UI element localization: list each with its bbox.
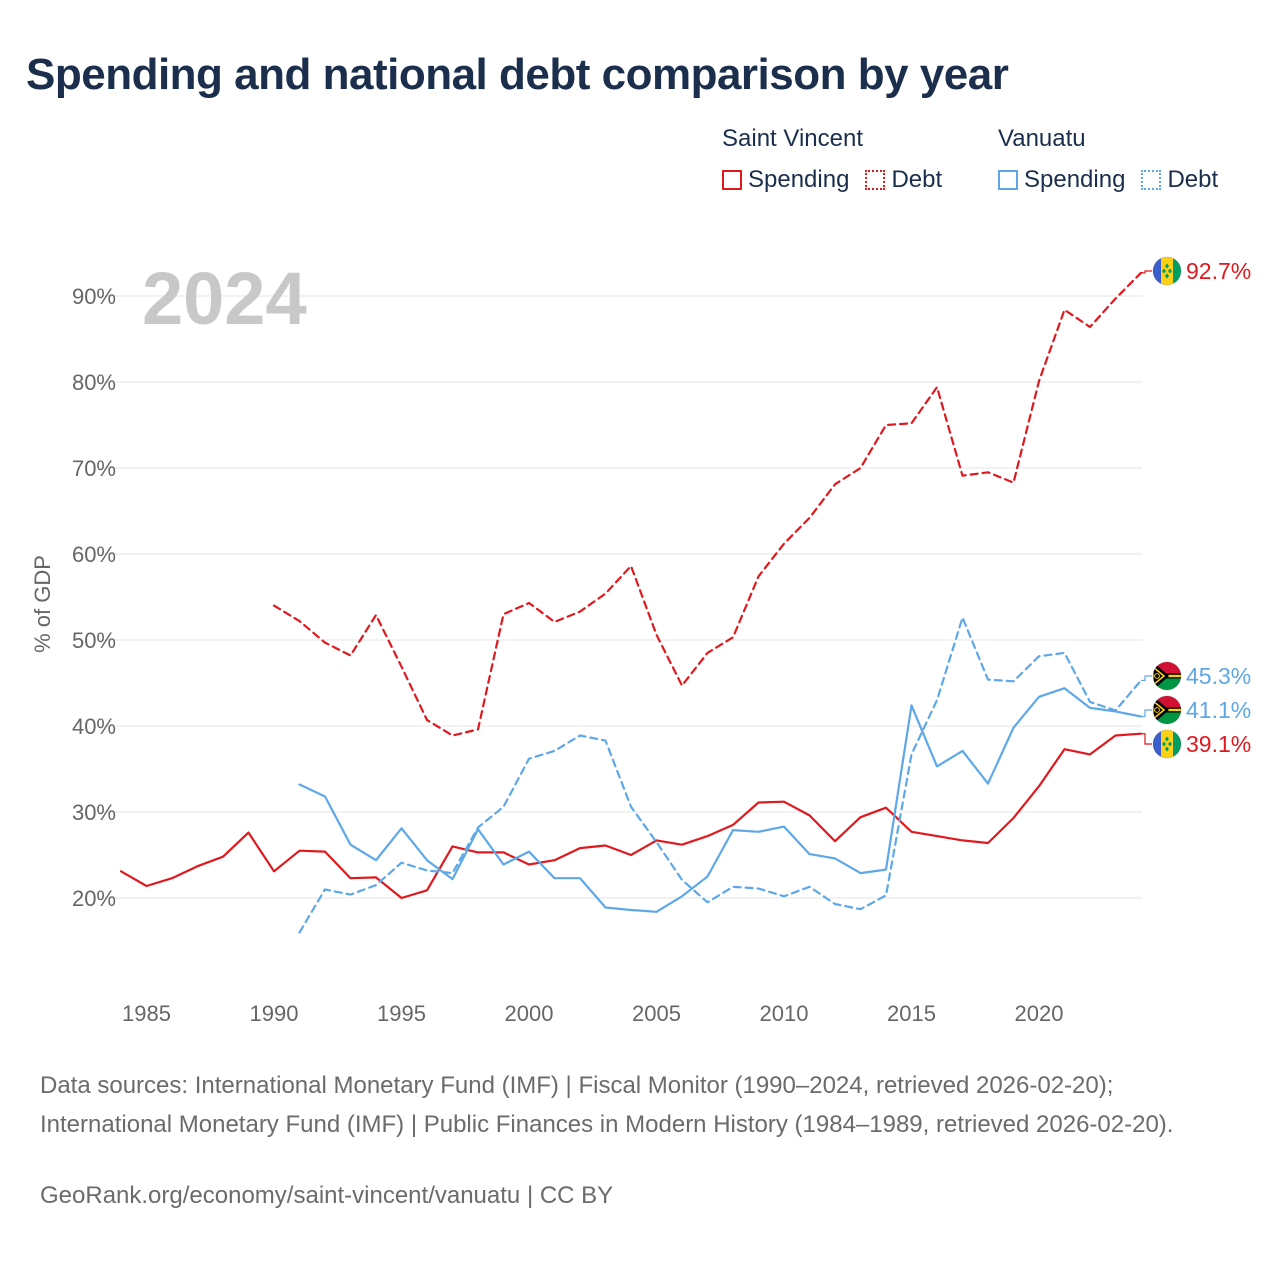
legend-group-vanuatu: Vanuatu Spending Debt: [998, 124, 1218, 194]
y-tick-label: 60%: [72, 542, 116, 567]
end-value-label: 45.3%: [1186, 663, 1251, 689]
legend-group-name: Saint Vincent: [722, 125, 863, 152]
saint-vincent-flag-icon: [1152, 256, 1182, 286]
end-value-label: 39.1%: [1186, 731, 1251, 757]
x-tick-label: 2005: [632, 1001, 681, 1026]
year-watermark: 2024: [142, 257, 307, 340]
y-tick-label: 30%: [72, 800, 116, 825]
x-tick-label: 1995: [377, 1001, 426, 1026]
legend-item-vanuatu-spending[interactable]: Spending: [998, 166, 1125, 194]
x-tick-label: 2000: [505, 1001, 554, 1026]
legend-item-saint-vincent-debt[interactable]: Debt: [865, 166, 942, 194]
x-tick-label: 2015: [887, 1001, 936, 1026]
end-label-connector: [1141, 270, 1152, 274]
credit-link[interactable]: GeoRank.org/economy/saint-vincent/vanuat…: [40, 1182, 614, 1209]
legend-group-name: Vanuatu: [998, 125, 1086, 152]
end-label-connector: [1141, 733, 1152, 745]
end-label-connector: [1141, 675, 1152, 682]
x-tick-label: 1990: [250, 1001, 299, 1026]
x-tick-label: 2020: [1015, 1001, 1064, 1026]
y-tick-label: 90%: [72, 284, 116, 309]
series-line-vanuatu-spending[interactable]: [298, 687, 1143, 913]
series-line-vanuatu-debt[interactable]: [298, 616, 1143, 934]
legend-item-label: Debt: [1167, 166, 1219, 193]
legend-swatch-solid: [998, 170, 1018, 190]
x-tick-label: 1985: [122, 1001, 171, 1026]
vanuatu-flag-icon: [1152, 661, 1182, 691]
legend-group-saint-vincent: Saint Vincent Spending Debt: [722, 124, 942, 194]
legend-swatch-solid: [722, 170, 742, 190]
x-tick-label: 2010: [760, 1001, 809, 1026]
end-value-label: 41.1%: [1186, 697, 1251, 723]
vanuatu-flag-icon: [1152, 695, 1182, 725]
legend-swatch-dotted: [865, 170, 886, 190]
chart-plot-area: 2024 20% 30% 40% 50% 60% 70% 80% 90% 1985 1990 199…: [30, 256, 1251, 1026]
end-label-connector: [1141, 709, 1152, 718]
end-value-label: 92.7%: [1186, 258, 1251, 284]
y-tick-label: 20%: [72, 886, 116, 911]
legend-item-saint-vincent-spending[interactable]: Spending: [722, 166, 849, 194]
y-axis-title: % of GDP: [30, 555, 55, 653]
legend-swatch-dotted: [1141, 170, 1162, 190]
y-tick-label: 50%: [72, 628, 116, 653]
legend-item-label: Debt: [891, 166, 943, 193]
series-line-saint-vincent-debt[interactable]: [272, 271, 1143, 737]
legend-item-label: Spending: [748, 166, 850, 193]
saint-vincent-flag-icon: [1152, 729, 1182, 759]
y-tick-label: 80%: [72, 370, 116, 395]
legend-item-label: Spending: [1024, 166, 1126, 193]
legend-item-vanuatu-debt[interactable]: Debt: [1141, 166, 1218, 194]
y-tick-label: 40%: [72, 714, 116, 739]
chart-title: Spending and national debt comparison by…: [26, 50, 1009, 99]
data-sources-note: Data sources: International Monetary Fun…: [40, 1072, 1174, 1138]
y-tick-label: 70%: [72, 456, 116, 481]
series-line-saint-vincent-spending[interactable]: [119, 732, 1143, 900]
